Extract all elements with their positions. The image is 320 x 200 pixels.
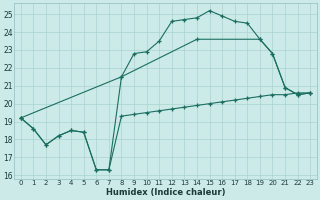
X-axis label: Humidex (Indice chaleur): Humidex (Indice chaleur) xyxy=(106,188,225,197)
